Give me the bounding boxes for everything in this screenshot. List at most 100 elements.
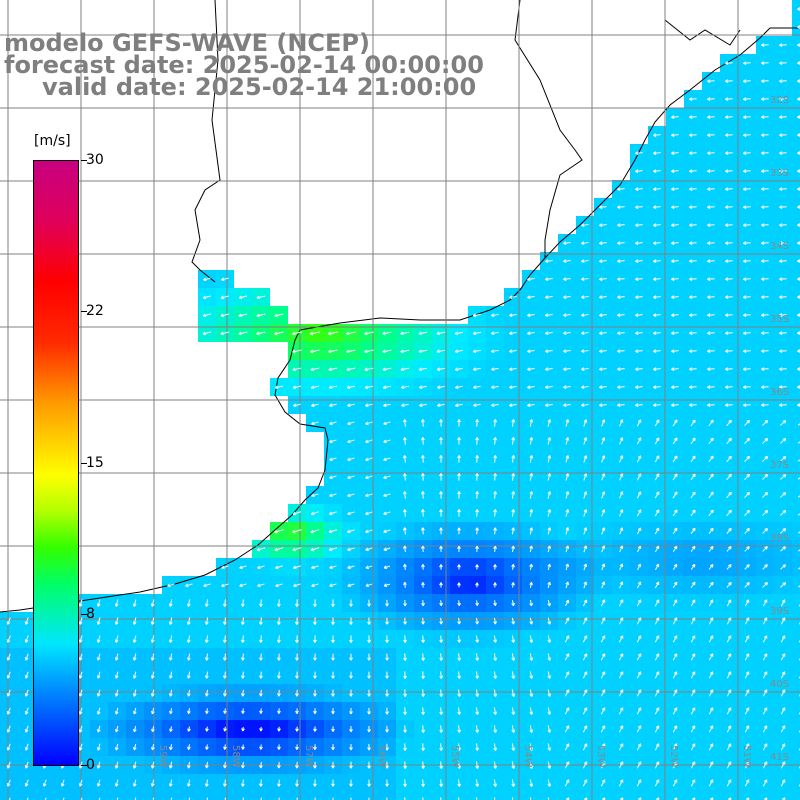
wind-arrow (347, 439, 355, 444)
wind-arrow (529, 635, 534, 643)
wind-arrow (743, 277, 751, 281)
wind-arrow (96, 707, 101, 715)
wind-speed-cell (792, 504, 800, 522)
wind-arrow (744, 689, 750, 697)
wind-arrow (618, 599, 624, 607)
wind-arrow (780, 564, 786, 570)
wind-arrow (331, 726, 335, 732)
wind-arrow (671, 133, 679, 137)
wind-arrow (259, 726, 263, 732)
wind-arrow (636, 491, 642, 499)
wind-arrow (563, 241, 571, 246)
wind-arrow (690, 545, 696, 552)
wind-speed-cell (792, 558, 800, 576)
wind-arrow (779, 510, 787, 516)
wind-arrow (761, 79, 769, 83)
wind-arrow (475, 761, 480, 769)
wind-speed-cell (36, 792, 54, 800)
wind-arrow (511, 564, 515, 570)
wind-arrow (636, 527, 642, 535)
wind-arrow (761, 277, 769, 281)
wind-arrow (708, 689, 714, 697)
wind-arrow (671, 187, 679, 191)
wind-arrow (220, 313, 230, 318)
wind-arrow (601, 437, 606, 445)
wind-arrow (707, 331, 715, 335)
wind-arrow (403, 689, 407, 697)
wind-speed-cell (792, 468, 800, 486)
wind-arrow (222, 635, 227, 643)
wind-arrow (454, 331, 464, 336)
wind-arrow (708, 635, 714, 643)
wind-arrow (689, 295, 697, 299)
colorbar-label-8: 8 (86, 606, 95, 622)
wind-arrow (493, 473, 498, 481)
wind-arrow (600, 653, 606, 661)
wind-arrow (328, 511, 337, 516)
wind-arrow (761, 313, 769, 317)
wind-arrow (257, 565, 265, 570)
wind-arrow (421, 743, 425, 751)
wind-arrow (690, 509, 696, 517)
wind-speed-cell (324, 792, 342, 800)
wind-arrow (601, 527, 606, 535)
wind-arrow (671, 169, 679, 173)
wind-arrow (761, 295, 769, 299)
wind-arrow (313, 599, 317, 607)
wind-arrow (689, 169, 697, 173)
wind-arrow (439, 725, 443, 733)
wind-arrow (96, 599, 101, 607)
wind-arrow (619, 545, 624, 553)
wind-speed-cell (792, 288, 800, 306)
wind-arrow (744, 617, 750, 625)
wind-arrow (331, 761, 335, 769)
wind-arrow (761, 133, 769, 137)
lon-label: 52W (668, 745, 679, 768)
wind-arrow (457, 419, 461, 427)
wind-arrow (600, 761, 606, 769)
wind-arrow (779, 313, 787, 317)
wind-arrow (114, 635, 119, 643)
wind-arrow (547, 527, 552, 535)
wind-arrow (654, 545, 660, 553)
wind-arrow (654, 455, 660, 463)
wind-arrow (725, 187, 733, 191)
wind-arrow (292, 385, 302, 390)
wind-arrow (347, 475, 355, 480)
wind-arrow (421, 761, 425, 769)
wind-arrow (364, 349, 374, 354)
wind-arrow (743, 133, 751, 137)
wind-arrow (418, 349, 428, 354)
wind-arrow (780, 707, 786, 715)
wind-arrow (671, 151, 679, 155)
wind-arrow (529, 563, 533, 570)
wind-arrow (582, 707, 588, 715)
wind-arrow (331, 599, 335, 607)
wind-arrow (385, 689, 389, 697)
wind-arrow (744, 546, 750, 552)
wind-arrow (563, 331, 571, 336)
wind-arrow (291, 331, 302, 336)
wind-arrow (671, 403, 679, 407)
wind-arrow (493, 419, 498, 427)
wind-arrow (690, 419, 696, 427)
wind-arrow (725, 169, 733, 173)
wind-speed-cell (792, 594, 800, 612)
wind-arrow (457, 545, 461, 552)
wind-arrow (6, 635, 11, 643)
wind-arrow (672, 491, 678, 499)
wind-arrow (383, 439, 391, 444)
wind-arrow (671, 115, 679, 119)
wind-arrow (529, 419, 534, 427)
wind-arrow (385, 743, 389, 751)
wind-arrow (493, 564, 497, 570)
wind-arrow (600, 689, 606, 697)
wind-arrow (708, 599, 714, 607)
wind-arrow (114, 761, 119, 769)
wind-speed-cell (792, 738, 800, 756)
wind-arrow (457, 689, 462, 697)
wind-arrow (457, 671, 462, 679)
wind-arrow (618, 689, 624, 697)
wind-arrow (256, 331, 266, 336)
wind-arrow (780, 582, 787, 588)
